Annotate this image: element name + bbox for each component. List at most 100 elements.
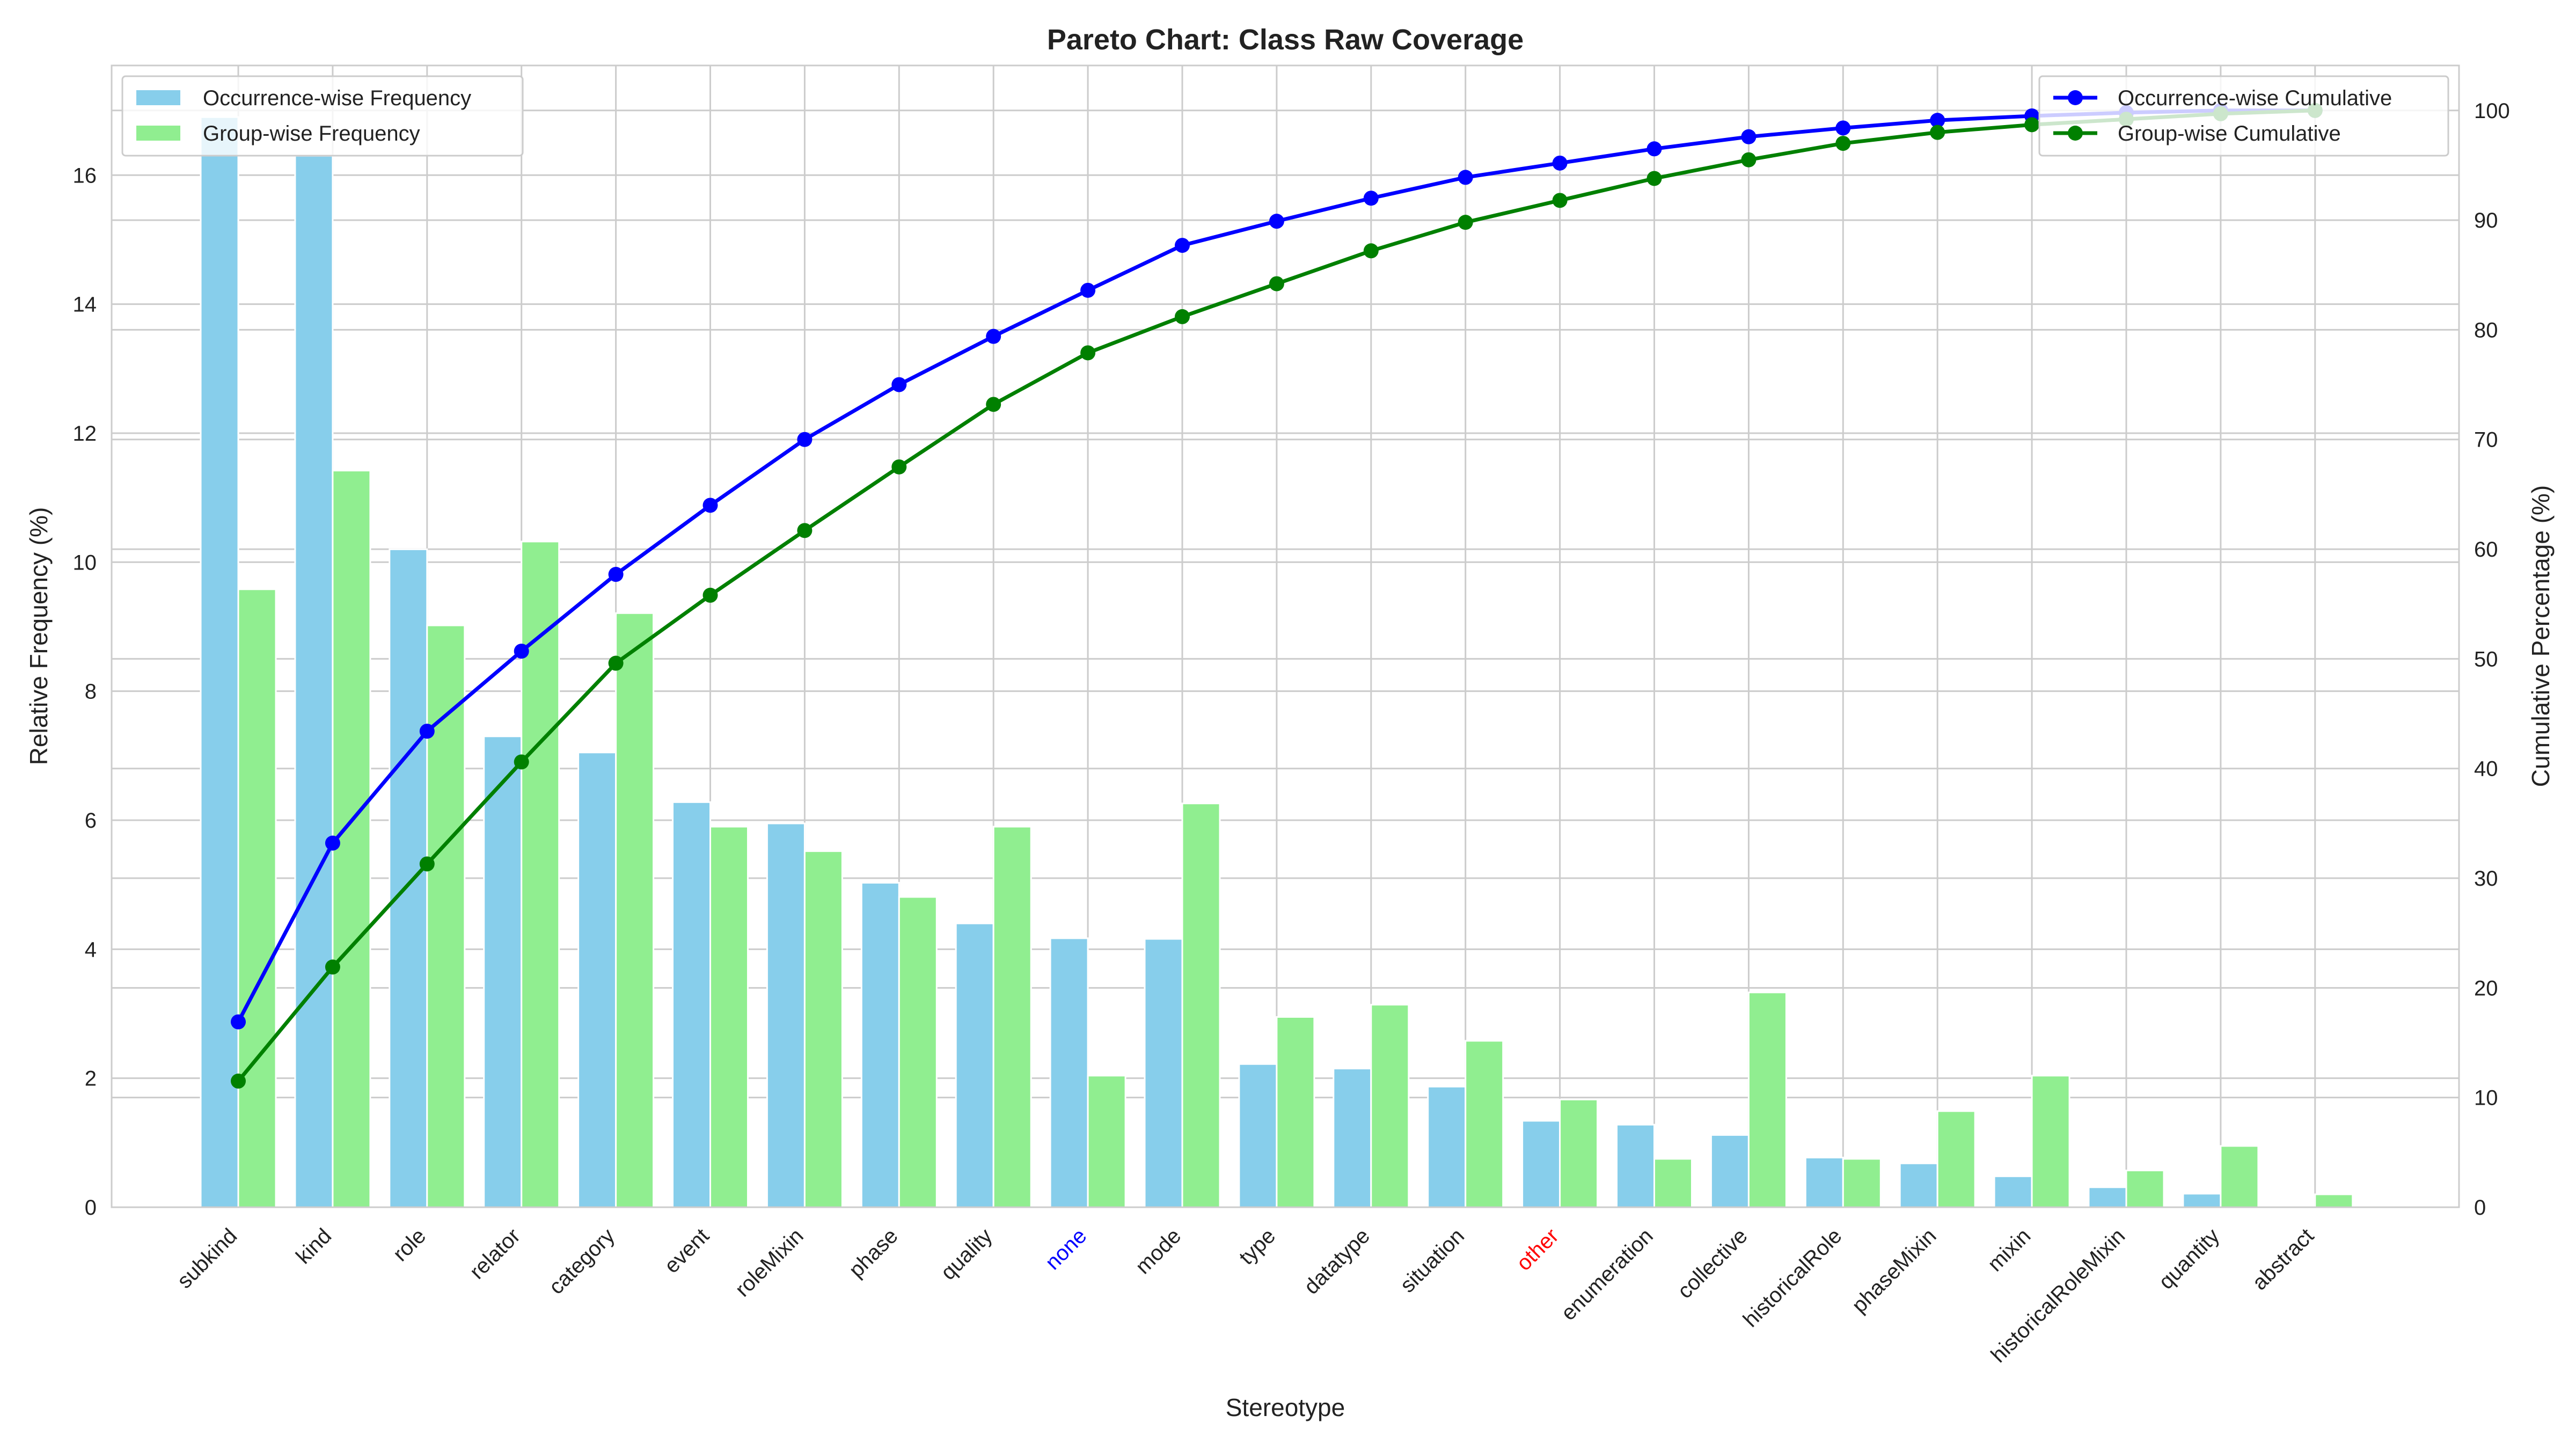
group-bar [426, 624, 466, 1208]
group-bar [709, 826, 749, 1208]
group-cumulative-point [1930, 125, 1945, 140]
group-bar [898, 896, 938, 1208]
occurrence-cumulative-point [1930, 113, 1945, 128]
occurrence-bar [1993, 1175, 2033, 1208]
occurrence-cumulative-point [986, 329, 1001, 344]
group-bar [803, 850, 843, 1208]
y-tick-label: 14 [73, 293, 97, 317]
group-cumulative-point [419, 856, 435, 872]
y-tick-label: 16 [73, 164, 97, 187]
occurrence-cumulative-point [797, 432, 813, 447]
group-bar [332, 470, 371, 1208]
group-cumulative-point [325, 959, 340, 975]
y-tick-label: 10 [73, 551, 97, 574]
y-tick-label: 6 [85, 809, 97, 833]
group-cumulative-point [1458, 215, 1473, 230]
occurrence-cumulative-point [1646, 141, 1662, 157]
occurrence-cumulative-point [514, 644, 529, 659]
group-bar [1181, 802, 1221, 1208]
group-cumulative-point [2024, 117, 2040, 133]
group-cumulative-point [797, 523, 813, 538]
occurrence-cumulative-point [1080, 282, 1096, 298]
legend-swatch [136, 90, 180, 105]
legend-label: Group-wise Frequency [203, 122, 420, 145]
group-cumulative-point [1269, 276, 1284, 291]
group-cumulative-point [1552, 193, 1568, 208]
legend-left-box [121, 75, 524, 157]
occurrence-bar [1333, 1068, 1372, 1208]
y-tick-label: 0 [85, 1196, 97, 1220]
occurrence-cumulative-point [1175, 238, 1190, 253]
group-bar [2125, 1170, 2165, 1208]
group-bar [2314, 1193, 2354, 1208]
occurrence-bar [1521, 1120, 1561, 1208]
occurrence-bar [389, 548, 428, 1208]
group-bar [1559, 1098, 1599, 1208]
occurrence-bar [577, 751, 617, 1208]
y2-tick-label: 0 [2474, 1196, 2486, 1220]
y2-axis-label: Cumulative Percentage (%) [2527, 485, 2555, 787]
group-bar [615, 612, 655, 1208]
legend-swatch [136, 126, 180, 141]
group-cumulative-point [1646, 171, 1662, 186]
group-bar [237, 588, 277, 1208]
group-cumulative-point [231, 1074, 246, 1089]
group-cumulative-point [702, 587, 718, 603]
occurrence-bar [200, 116, 239, 1208]
y2-tick-label: 50 [2474, 647, 2498, 671]
group-cumulative-point [891, 459, 907, 475]
y-tick-label: 2 [85, 1067, 97, 1091]
occurrence-cumulative-point [1458, 170, 1473, 185]
legend-marker [2068, 90, 2083, 105]
y-tick-label: 12 [73, 422, 97, 446]
group-bar [1936, 1110, 1976, 1208]
legend-label: Occurrence-wise Cumulative [2118, 86, 2392, 110]
occurrence-cumulative-point [1363, 191, 1379, 206]
y2-tick-label: 20 [2474, 976, 2498, 1000]
group-bar [2031, 1075, 2070, 1208]
chart-title: Pareto Chart: Class Raw Coverage [1047, 24, 1524, 56]
x-axis-label: Stereotype [1226, 1393, 1345, 1421]
group-bar [521, 541, 560, 1208]
group-cumulative-point [608, 655, 624, 671]
y2-tick-label: 100 [2474, 99, 2510, 123]
group-cumulative-point [1741, 152, 1757, 167]
y-tick-label: 8 [85, 680, 97, 704]
group-bar [1653, 1158, 1693, 1208]
occurrence-bar [483, 735, 523, 1208]
occurrence-bar [1238, 1063, 1278, 1208]
legend-marker [2068, 126, 2083, 141]
occurrence-bar [2182, 1193, 2222, 1208]
group-bar [1842, 1158, 1882, 1208]
group-bar [2220, 1145, 2259, 1208]
group-bar [1370, 1004, 1410, 1208]
y2-tick-label: 90 [2474, 209, 2498, 232]
occurrence-bar [672, 801, 711, 1208]
y2-tick-label: 30 [2474, 867, 2498, 891]
occurrence-bar [1144, 938, 1183, 1208]
occurrence-cumulative-point [608, 567, 624, 582]
occurrence-cumulative-point [702, 498, 718, 513]
group-bar [1087, 1075, 1126, 1208]
y2-tick-label: 60 [2474, 538, 2498, 561]
occurrence-cumulative-point [891, 377, 907, 392]
group-bar [1465, 1040, 1504, 1208]
group-cumulative-point [1080, 345, 1096, 361]
occurrence-bar [2088, 1186, 2127, 1208]
legend-label: Occurrence-wise Frequency [203, 86, 471, 110]
y2-tick-label: 10 [2474, 1086, 2498, 1110]
group-cumulative-point [1363, 243, 1379, 259]
occurrence-cumulative-point [1269, 214, 1284, 229]
occurrence-bar [1049, 937, 1089, 1208]
occurrence-bar [766, 822, 806, 1208]
y-axis-label: Relative Frequency (%) [25, 507, 53, 765]
group-bar [992, 826, 1032, 1208]
legend-label: Group-wise Cumulative [2118, 122, 2341, 145]
occurrence-bar [294, 155, 334, 1208]
y-tick-label: 4 [85, 938, 97, 961]
occurrence-cumulative-point [1552, 155, 1568, 171]
y2-tick-label: 40 [2474, 757, 2498, 781]
occurrence-cumulative-point [1741, 129, 1757, 144]
group-cumulative-point [1175, 309, 1190, 324]
